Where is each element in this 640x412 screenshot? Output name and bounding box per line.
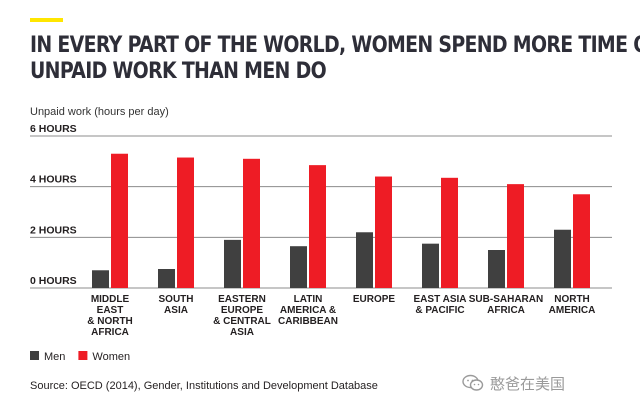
x-tick-label: AFRICA [487, 305, 525, 316]
x-tick-label: & PACIFIC [415, 305, 464, 316]
bar-women-0 [111, 153, 128, 288]
x-tick-label: SUB-SAHARAN [469, 294, 543, 305]
bar-men-7 [554, 229, 571, 288]
accent-bar [30, 18, 63, 22]
bar-women-6 [507, 184, 524, 288]
bar-men-5 [422, 243, 439, 288]
bar-men-4 [356, 232, 373, 288]
x-tick-label: LATIN [294, 294, 323, 305]
x-tick-label: & NORTH [87, 316, 133, 327]
bar-women-5 [441, 177, 458, 288]
legend-label-men: Men [44, 351, 65, 363]
legend-label-women: Women [92, 351, 130, 363]
x-tick-label: AMERICA [549, 305, 596, 316]
legend-swatch-women [78, 351, 88, 360]
source-note: Source: OECD (2014), Gender, Institution… [30, 380, 378, 392]
bar-women-7 [573, 194, 590, 288]
bar-men-0 [92, 270, 109, 288]
bar-men-6 [488, 250, 505, 288]
bar-men-1 [158, 269, 175, 288]
y-tick-label: 6 HOURS [30, 123, 77, 135]
bar-men-3 [290, 246, 307, 288]
bar-women-3 [309, 165, 326, 288]
bar-women-1 [177, 157, 194, 288]
x-tick-label: ASIA [164, 305, 188, 316]
y-axis-label: Unpaid work (hours per day) [30, 106, 169, 118]
x-tick-label: SOUTH [159, 294, 194, 305]
x-tick-label: EUROPE [353, 294, 396, 305]
legend-swatch-men [30, 351, 39, 360]
x-tick-label: AMERICA & [280, 305, 336, 316]
y-tick-label: 0 HOURS [30, 275, 77, 287]
x-tick-label: & CENTRAL [213, 316, 271, 327]
x-tick-label: MIDDLE [91, 294, 130, 305]
watermark-text: 憨爸在美国 [490, 374, 566, 393]
x-tick-label: AFRICA [91, 327, 129, 338]
x-tick-label: ASIA [230, 327, 254, 338]
bar-women-2 [243, 158, 260, 288]
wechat-icon [462, 374, 484, 391]
x-tick-label: EAST [97, 305, 124, 316]
y-tick-label: 4 HOURS [30, 174, 77, 186]
bar-women-4 [375, 176, 392, 288]
bar-men-2 [224, 239, 241, 288]
x-tick-label: CARIBBEAN [278, 316, 338, 327]
x-tick-label: EUROPE [221, 305, 264, 316]
x-tick-label: EAST ASIA [414, 294, 467, 305]
x-tick-label: EASTERN [218, 294, 266, 305]
title-line-2: UNPAID WORK THAN MEN DO [30, 59, 327, 84]
watermark: 憨爸在美国 [462, 372, 565, 394]
y-tick-label: 2 HOURS [30, 224, 77, 236]
x-tick-label: NORTH [554, 294, 590, 305]
